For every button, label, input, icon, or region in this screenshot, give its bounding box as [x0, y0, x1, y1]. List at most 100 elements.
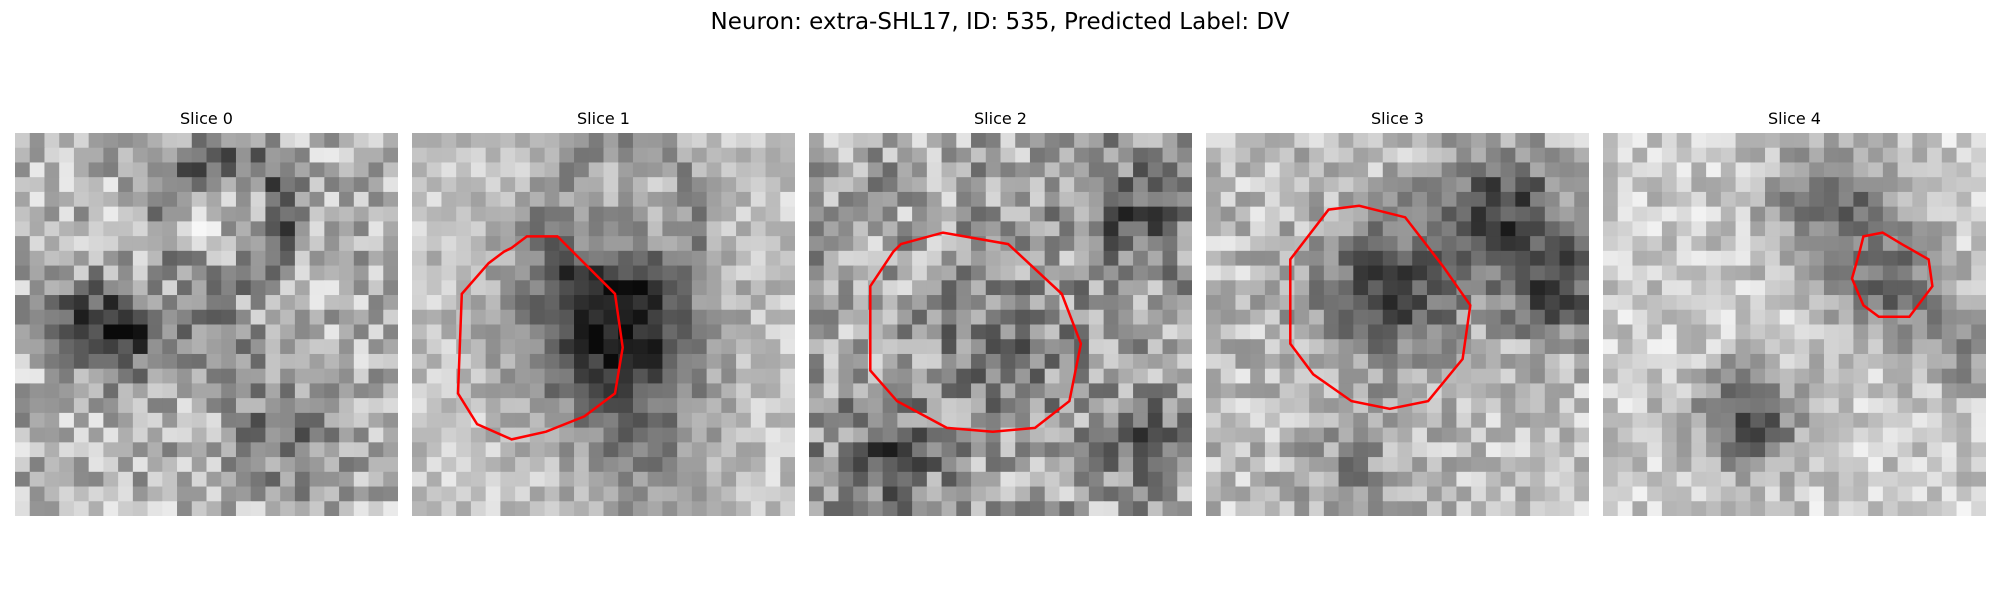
image-pixel — [324, 501, 340, 516]
image-pixel — [1882, 206, 1899, 222]
image-pixel — [985, 412, 1002, 429]
image-pixel — [721, 353, 737, 370]
image-pixel — [985, 457, 1002, 473]
image-pixel — [339, 295, 355, 311]
image-pixel — [294, 309, 311, 326]
image-pixel — [1103, 236, 1119, 252]
image-pixel — [59, 162, 75, 178]
image-pixel — [956, 353, 972, 370]
image-pixel — [1720, 236, 1737, 252]
image-pixel — [721, 133, 737, 149]
image-pixel — [250, 133, 267, 149]
image-pixel — [1956, 191, 1972, 208]
image-pixel — [1162, 191, 1178, 208]
image-pixel — [1971, 236, 1986, 252]
image-pixel — [88, 412, 104, 429]
image-pixel — [1471, 339, 1487, 355]
image-pixel — [309, 295, 325, 311]
image-pixel — [1632, 162, 1648, 178]
image-pixel — [485, 442, 501, 458]
image-pixel — [1544, 236, 1561, 252]
image-pixel — [1779, 309, 1796, 326]
image-pixel — [971, 501, 987, 516]
image-pixel — [809, 309, 825, 326]
image-pixel — [941, 280, 957, 296]
image-pixel — [206, 427, 222, 443]
image-pixel — [677, 383, 693, 399]
image-pixel — [470, 353, 487, 370]
image-pixel — [470, 427, 487, 443]
image-pixel — [441, 368, 457, 385]
image-pixel — [1971, 177, 1986, 193]
image-pixel — [500, 339, 516, 355]
image-pixel — [324, 221, 340, 237]
image-pixel — [1235, 339, 1251, 355]
image-pixel — [603, 236, 619, 252]
image-pixel — [1823, 412, 1840, 429]
image-pixel — [1250, 236, 1266, 252]
image-pixel — [1750, 471, 1766, 488]
image-pixel — [618, 501, 634, 516]
image-pixel — [897, 162, 913, 178]
image-pixel — [559, 177, 575, 193]
image-pixel — [618, 339, 634, 355]
image-pixel — [1559, 457, 1575, 473]
image-pixel — [1456, 133, 1472, 149]
image-pixel — [515, 383, 531, 399]
image-pixel — [780, 398, 795, 414]
image-pixel — [1617, 486, 1634, 502]
image-pixel — [1382, 295, 1399, 311]
image-pixel — [1294, 221, 1310, 237]
image-pixel — [1279, 368, 1295, 385]
image-pixel — [1485, 295, 1502, 311]
image-pixel — [1647, 265, 1663, 281]
image-pixel — [191, 206, 208, 222]
image-pixel — [1559, 133, 1575, 149]
image-pixel — [1603, 383, 1619, 399]
image-pixel — [1059, 236, 1075, 252]
image-pixel — [1264, 457, 1281, 473]
image-pixel — [15, 236, 31, 252]
image-pixel — [1294, 265, 1310, 281]
image-pixel — [1647, 250, 1663, 267]
image-pixel — [1426, 221, 1443, 237]
image-pixel — [339, 280, 355, 296]
image-pixel — [1603, 501, 1619, 516]
image-pixel — [1617, 206, 1634, 222]
image-pixel — [1235, 471, 1251, 488]
image-pixel — [956, 133, 972, 149]
image-pixel — [809, 442, 825, 458]
image-pixel — [191, 162, 208, 178]
image-pixel — [485, 309, 501, 326]
image-pixel — [1661, 471, 1678, 488]
image-pixel — [1426, 368, 1443, 385]
image-pixel — [632, 368, 649, 385]
image-pixel — [1147, 147, 1164, 164]
image-pixel — [1147, 206, 1164, 222]
image-pixel — [103, 147, 119, 164]
image-pixel — [1456, 442, 1472, 458]
image-pixel — [1103, 295, 1119, 311]
image-pixel — [574, 309, 590, 326]
image-pixel — [721, 177, 737, 193]
image-pixel — [118, 457, 134, 473]
image-pixel — [1294, 457, 1310, 473]
image-pixel — [1500, 339, 1516, 355]
image-pixel — [235, 162, 252, 178]
image-pixel — [426, 412, 443, 429]
image-pixel — [971, 177, 987, 193]
image-pixel — [897, 250, 913, 267]
image-pixel — [103, 309, 119, 326]
image-pixel — [1912, 309, 1928, 326]
image-pixel — [823, 280, 840, 296]
image-pixel — [706, 339, 722, 355]
image-pixel — [809, 280, 825, 296]
image-pixel — [985, 250, 1002, 267]
image-pixel — [1794, 368, 1810, 385]
image-pixel — [44, 206, 60, 222]
image-pixel — [441, 221, 457, 237]
image-pixel — [1118, 147, 1134, 164]
image-pixel — [1177, 427, 1192, 443]
image-pixel — [177, 236, 193, 252]
image-pixel — [647, 442, 664, 458]
